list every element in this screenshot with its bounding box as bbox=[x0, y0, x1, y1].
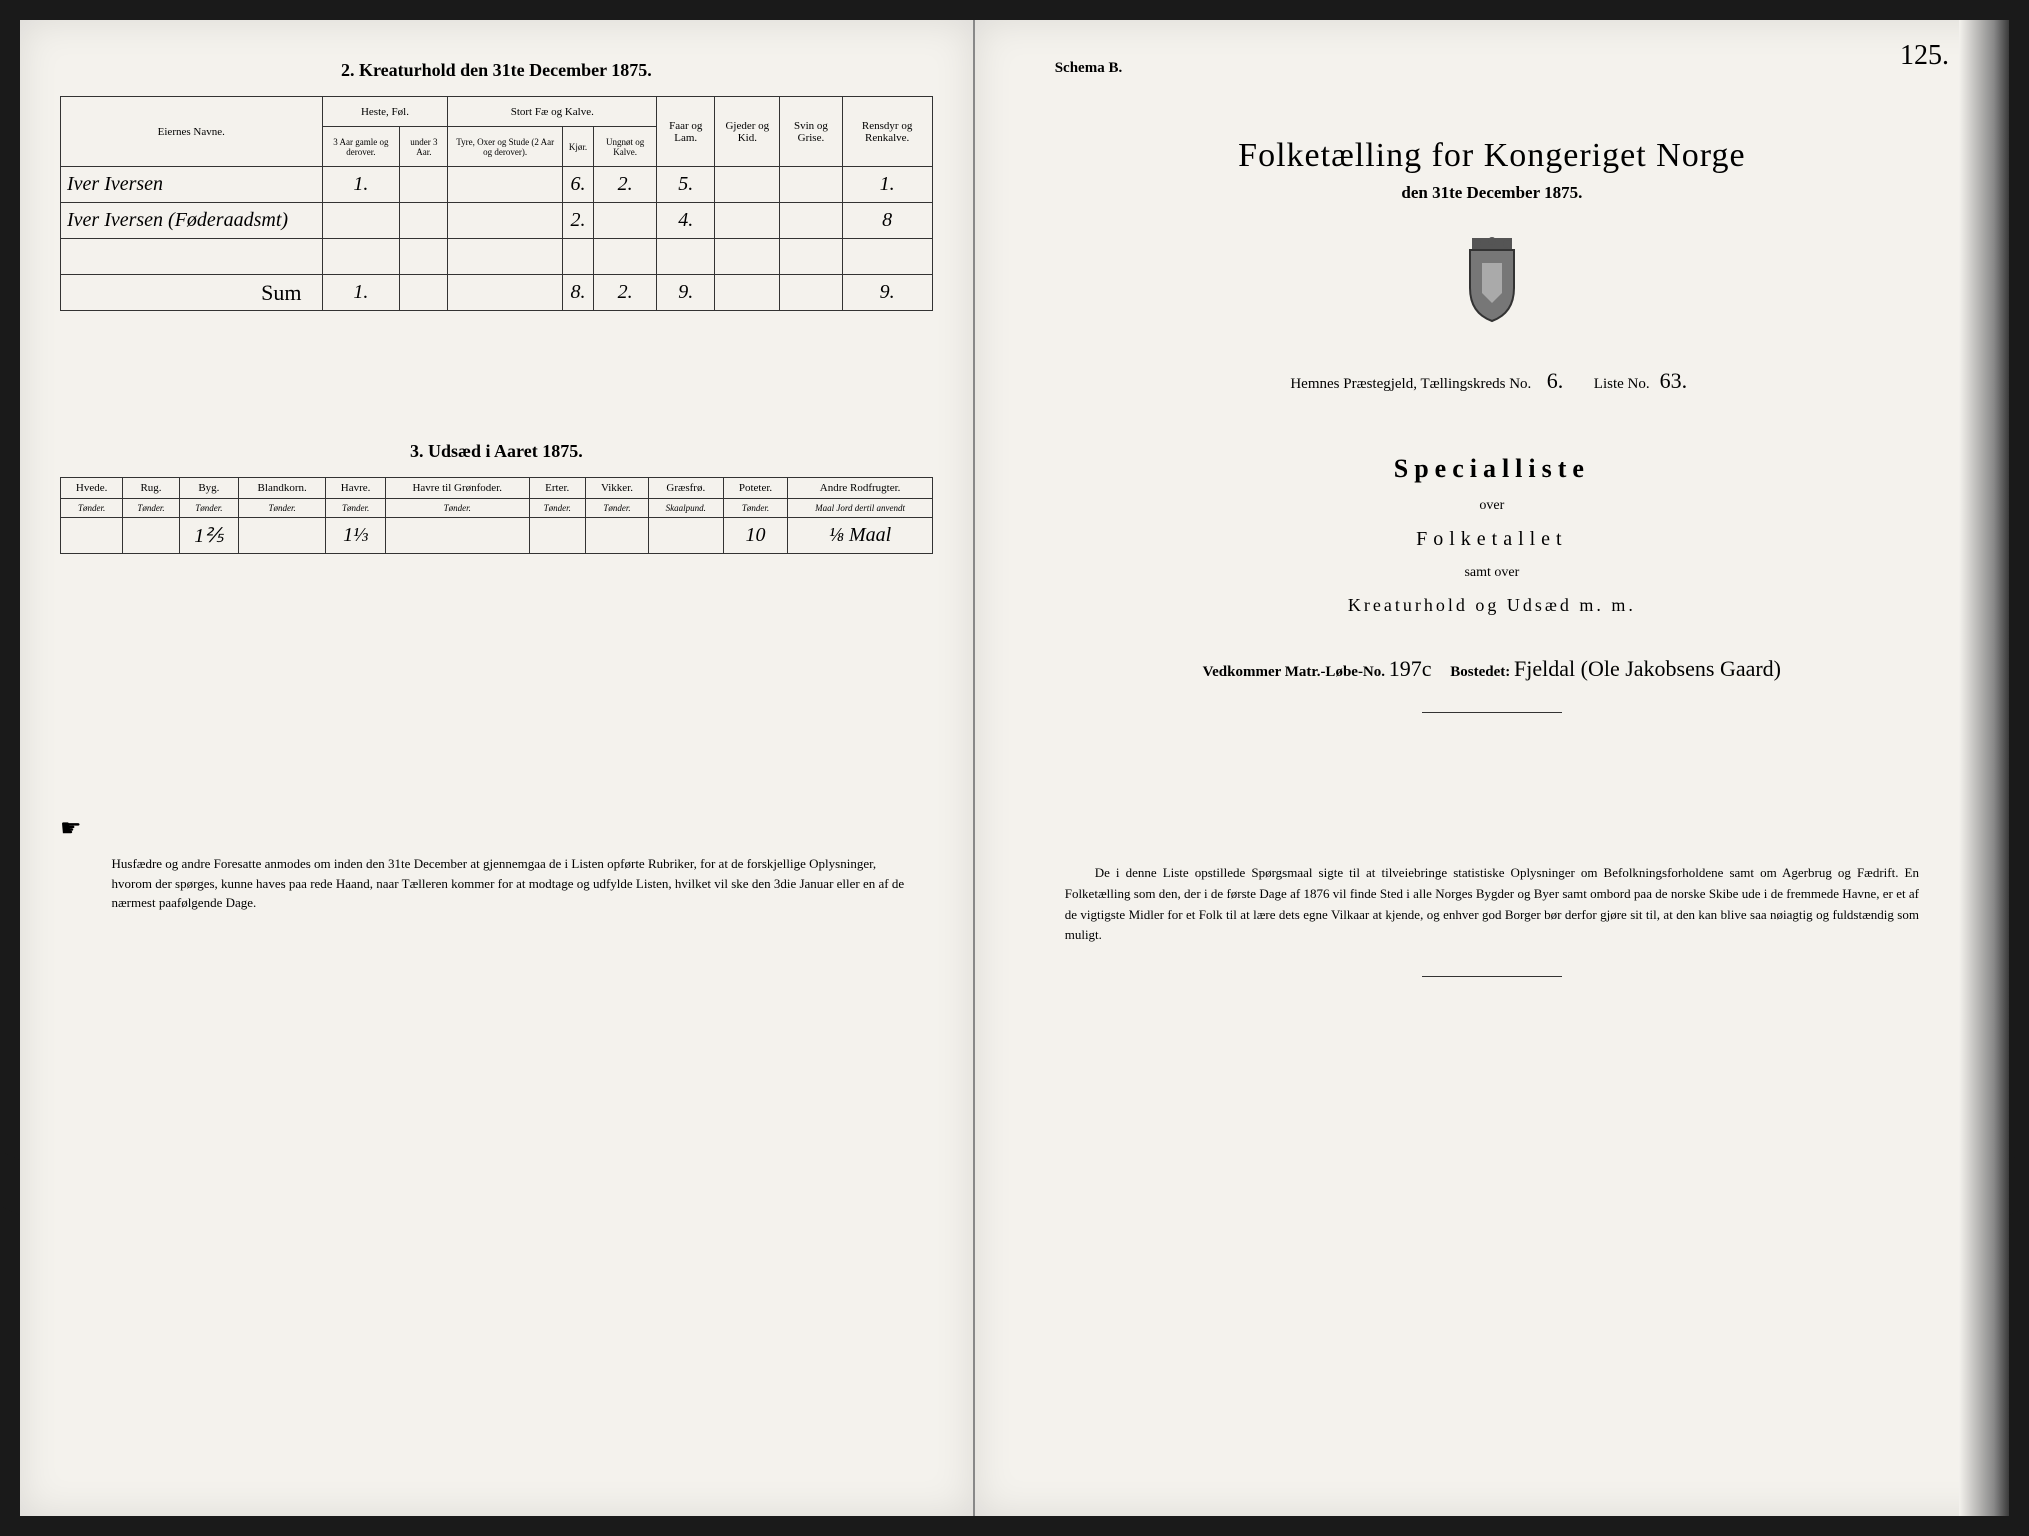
over-label: over bbox=[1015, 498, 1969, 514]
sub-h2: under 3 Aar. bbox=[400, 127, 448, 167]
table-row: Iver Iversen (Føderaadsmt) 2. 4. 8 bbox=[61, 203, 933, 239]
liste-no: 63. bbox=[1653, 368, 1693, 394]
col-goat: Gjeder og Kid. bbox=[715, 97, 780, 167]
sub-c1: Tyre, Oxer og Stude (2 Aar og derover). bbox=[448, 127, 562, 167]
sub-c3: Ungnøt og Kalve. bbox=[594, 127, 657, 167]
col-pig: Svin og Grise. bbox=[780, 97, 842, 167]
sub-c2: Kjør. bbox=[562, 127, 593, 167]
footnote-block: ☛ Husfædre og andre Foresatte anmodes om… bbox=[60, 814, 933, 913]
col-cattle: Stort Fæ og Kalve. bbox=[448, 97, 657, 127]
specialliste-title: Specialliste bbox=[1015, 454, 1969, 484]
coat-of-arms-icon bbox=[1015, 233, 1969, 338]
col-reindeer: Rensdyr og Renkalve. bbox=[842, 97, 932, 167]
col-owner: Eiernes Navne. bbox=[61, 97, 323, 167]
divider bbox=[1422, 976, 1562, 977]
seed-data-row: 1⅖ 1⅓ 10 ⅛ Maal bbox=[61, 518, 933, 554]
divider bbox=[1422, 712, 1562, 713]
left-page: 2. Kreaturhold den 31te December 1875. E… bbox=[20, 20, 975, 1516]
livestock-table: Eiernes Navne. Heste, Føl. Stort Fæ og K… bbox=[60, 96, 933, 311]
seed-table: Hvede. Rug. Byg. Blandkorn. Havre. Havre… bbox=[60, 477, 933, 554]
seed-unit-row: Tønder. Tønder. Tønder. Tønder. Tønder. … bbox=[61, 499, 933, 518]
right-page: 125. Schema B. Folketælling for Kongerig… bbox=[975, 20, 2009, 1516]
col-horse: Heste, Føl. bbox=[322, 97, 448, 127]
explanatory-paragraph: De i denne Liste opstillede Spørgsmaal s… bbox=[1015, 863, 1969, 946]
seed-header-row: Hvede. Rug. Byg. Blandkorn. Havre. Havre… bbox=[61, 478, 933, 499]
parish-line: Hemnes Præstegjeld, Tællingskreds No. 6.… bbox=[1015, 368, 1969, 394]
parish-no: 6. bbox=[1535, 368, 1575, 394]
page-number: 125. bbox=[1900, 40, 1949, 72]
table-row-blank bbox=[61, 239, 933, 275]
section2-title: 2. Kreaturhold den 31te December 1875. bbox=[60, 60, 933, 81]
pointing-hand-icon: ☛ bbox=[60, 814, 82, 843]
footnote-text: Husfædre og andre Foresatte anmodes om i… bbox=[92, 854, 933, 913]
folketallet-label: Folketallet bbox=[1015, 528, 1969, 551]
schema-label: Schema B. bbox=[1055, 60, 1969, 77]
bosted-name: Fjeldal (Ole Jakobsens Gaard) bbox=[1514, 656, 1781, 681]
book-spread: 2. Kreaturhold den 31te December 1875. E… bbox=[20, 20, 2009, 1516]
samt-label: samt over bbox=[1015, 565, 1969, 581]
census-date: den 31te December 1875. bbox=[1015, 183, 1969, 203]
table-row-sum: Sum 1. 8. 2. 9. 9. bbox=[61, 275, 933, 311]
sub-h1: 3 Aar gamle og derover. bbox=[322, 127, 400, 167]
vedkommer-line: Vedkommer Matr.-Løbe-No. 197c Bostedet: … bbox=[1015, 656, 1969, 682]
kreatur-label: Kreaturhold og Udsæd m. m. bbox=[1015, 595, 1969, 616]
page-edge-right bbox=[1959, 20, 2009, 1516]
matr-no: 197c bbox=[1389, 656, 1432, 681]
main-title: Folketælling for Kongeriget Norge bbox=[1015, 137, 1969, 175]
col-sheep: Faar og Lam. bbox=[657, 97, 715, 167]
table-row: Iver Iversen 1. 6. 2. 5. 1. bbox=[61, 167, 933, 203]
section3-title: 3. Udsæd i Aaret 1875. bbox=[60, 441, 933, 462]
